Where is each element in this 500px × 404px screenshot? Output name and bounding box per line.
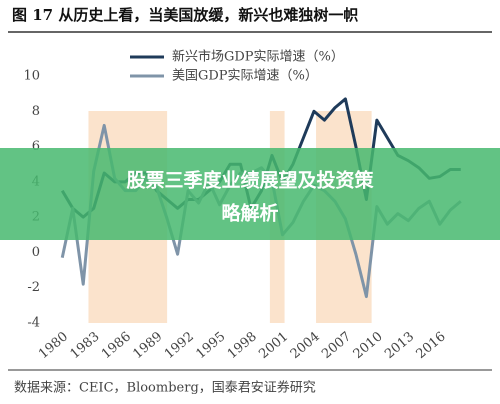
x-tick-label: 1983 xyxy=(68,329,103,362)
legend-label: 新兴市场GDP实际增速（%） xyxy=(172,49,344,65)
x-tick-label: 1992 xyxy=(162,329,197,362)
y-tick-label: 0 xyxy=(32,245,40,260)
legend-label: 美国GDP实际增速（%） xyxy=(172,69,318,84)
x-tick-label: 1995 xyxy=(193,329,228,362)
y-tick-label: 8 xyxy=(32,104,40,119)
x-tick-label: 1986 xyxy=(99,329,134,362)
x-tick-label: 2007 xyxy=(319,329,354,362)
overlay-text: 股票三季度业绩展望及投资策 xyxy=(126,169,374,192)
overlay-banner xyxy=(0,148,500,240)
overlay-text: 略解析 xyxy=(221,202,278,225)
source: 数据来源：CEIC，Bloomberg，国泰君安证券研究 xyxy=(14,380,316,396)
x-tick-label: 1989 xyxy=(130,329,165,362)
x-tick-label: 2016 xyxy=(414,329,449,362)
x-tick-label: 2013 xyxy=(382,329,417,362)
x-tick-label: 2001 xyxy=(256,329,291,362)
y-tick-label: 6 xyxy=(32,139,40,154)
x-tick-label: 2004 xyxy=(288,329,323,362)
x-tick-label: 1980 xyxy=(36,329,71,362)
chart-title: 图 17 从历史上看，当美国放缓，新兴也难独树一帜 xyxy=(12,6,358,24)
x-tick-label: 1998 xyxy=(225,329,260,362)
x-tick-label: 2010 xyxy=(351,329,386,362)
y-tick-label: -4 xyxy=(27,316,40,331)
y-tick-label: 10 xyxy=(23,69,40,84)
y-tick-label: -2 xyxy=(27,280,40,295)
